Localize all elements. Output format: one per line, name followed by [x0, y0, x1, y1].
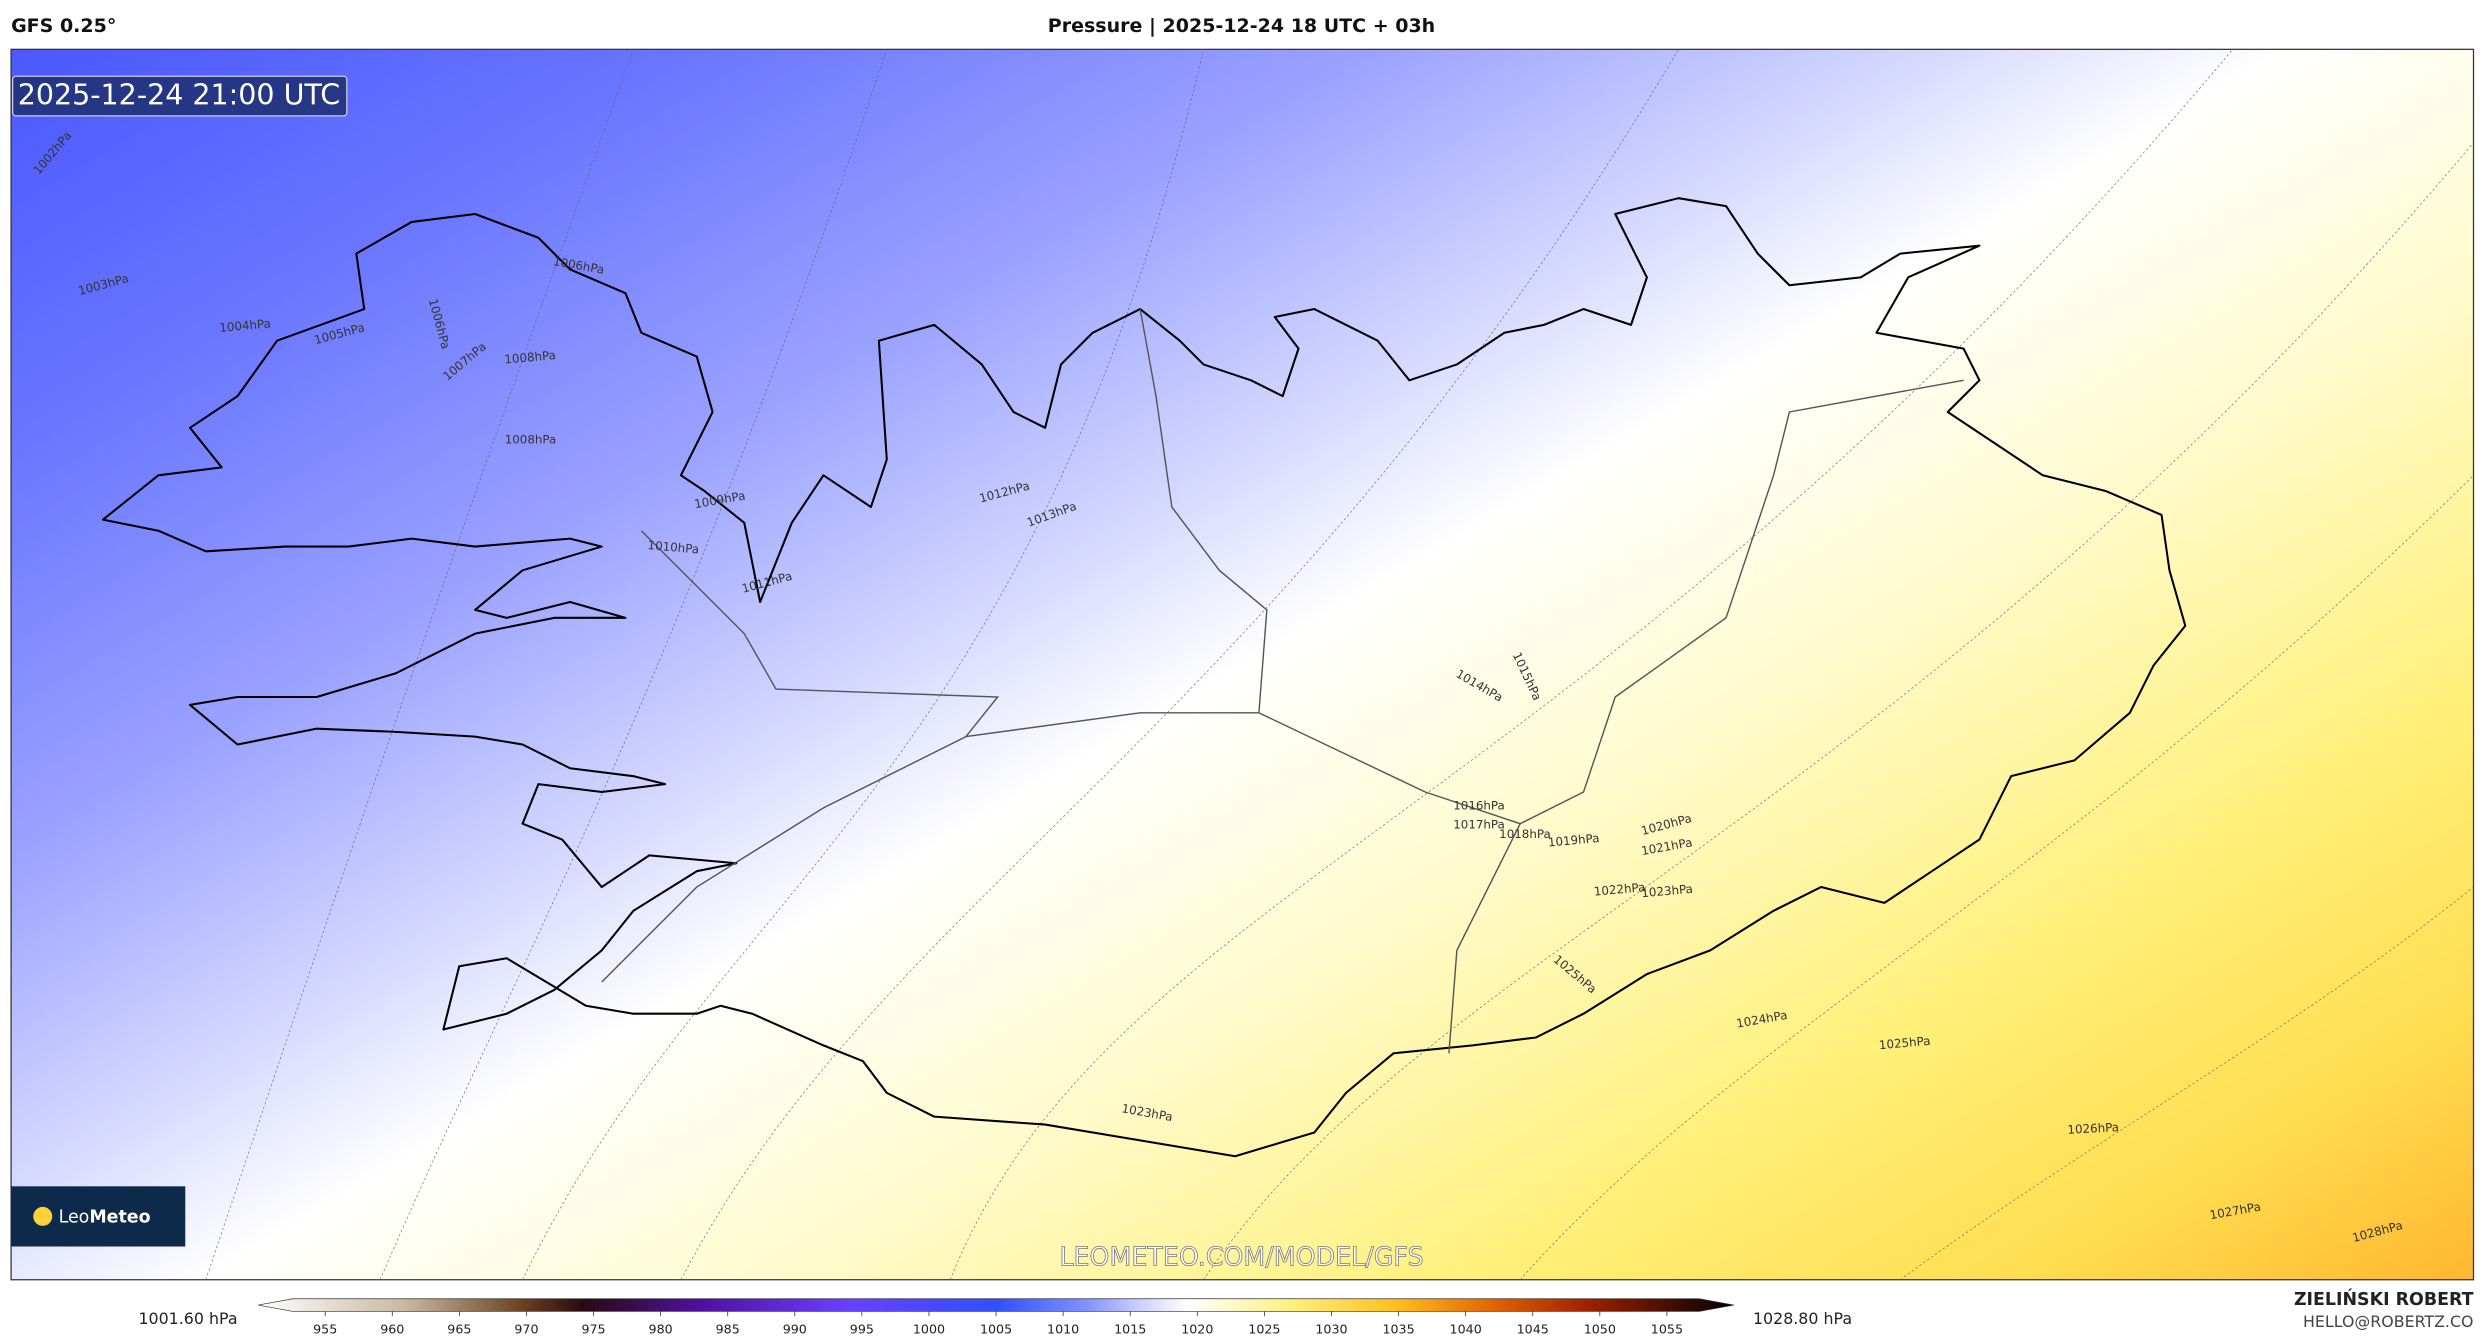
colorbar-tick-label: 1015	[1114, 1322, 1146, 1337]
colorbar-tick-label: 1045	[1517, 1322, 1549, 1337]
email: HELLO@ROBERTZ.CO	[2303, 1312, 2473, 1331]
region-borders	[601, 308, 1964, 1054]
colorbar-tick-label: 1005	[980, 1322, 1012, 1337]
logo-meteo: Meteo	[89, 1208, 150, 1228]
contour-label: 1025hPa	[1878, 1034, 1931, 1052]
contour-label: 1016hPa	[1453, 798, 1505, 812]
colorbar-tick-label: 975	[581, 1322, 605, 1337]
map-title: Pressure | 2025-12-24 18 UTC + 03h	[1048, 15, 1435, 37]
colorbar-tick-label: 970	[514, 1322, 538, 1337]
pressure-field	[10, 48, 2475, 1281]
author: ZIELIŃSKI ROBERT	[2294, 1288, 2474, 1310]
contour-label: 1022hPa	[1593, 880, 1646, 898]
colorbar-ticks: 955 960 965 970 975 980 985 990 995 1000 1005 1010 1…	[313, 1311, 1683, 1337]
contour-label: 1026hPa	[2067, 1120, 2119, 1137]
valid-time-box	[12, 75, 348, 117]
colorbar-tick-label: 1030	[1315, 1322, 1347, 1337]
colorbar-tick-label: 1010	[1047, 1322, 1079, 1337]
colorbar-tick-label: 990	[783, 1322, 807, 1337]
contour-label: 1010hPa	[647, 538, 700, 556]
colorbar-tick-label: 1020	[1181, 1322, 1213, 1337]
colorbar-tick-label: 1055	[1651, 1322, 1683, 1337]
contour-label: 1019hPa	[1547, 831, 1600, 849]
isobars	[205, 49, 2474, 1281]
colorbar-tick-label: 1040	[1450, 1322, 1482, 1337]
colorbar-tick-label: 955	[313, 1322, 337, 1337]
colorbar-max: 1028.80 hPa	[1753, 1309, 1852, 1328]
contour-label: 1018hPa	[1499, 827, 1551, 841]
model-name: GFS 0.25°	[11, 15, 116, 37]
colorbar-tick-label: 960	[380, 1322, 404, 1337]
colorbar-tick-label: 995	[850, 1322, 874, 1337]
colorbar-tick-label: 1000	[913, 1322, 945, 1337]
contour-label: 1008hPa	[505, 433, 557, 447]
colorbar	[258, 1298, 1735, 1312]
colorbar-min: 1001.60 hPa	[138, 1309, 237, 1328]
logo-sun	[33, 1206, 53, 1226]
contour-label: 1023hPa	[1641, 882, 1694, 900]
colorbar-tick-label: 965	[447, 1322, 471, 1337]
logo-leo: Leo	[59, 1208, 90, 1228]
colorbar-tick-label: 1035	[1382, 1322, 1414, 1337]
valid-time: 2025-12-24 21:00 UTC	[18, 79, 340, 112]
colorbar-tick-label: 980	[649, 1322, 673, 1337]
colorbar-tick-label: 1025	[1248, 1322, 1280, 1337]
contour-label: 1017hPa	[1453, 817, 1505, 831]
colorbar-tick-label: 1050	[1584, 1322, 1616, 1337]
contour-label: 1008hPa	[504, 348, 557, 366]
contour-label: 1004hPa	[219, 316, 272, 334]
coastline	[101, 197, 2187, 1158]
logo-text: LeoMeteo	[59, 1208, 151, 1228]
watermark: LEOMETEO.COM/MODEL/GFS	[1059, 1241, 1423, 1271]
colorbar-tick-label: 985	[716, 1322, 740, 1337]
